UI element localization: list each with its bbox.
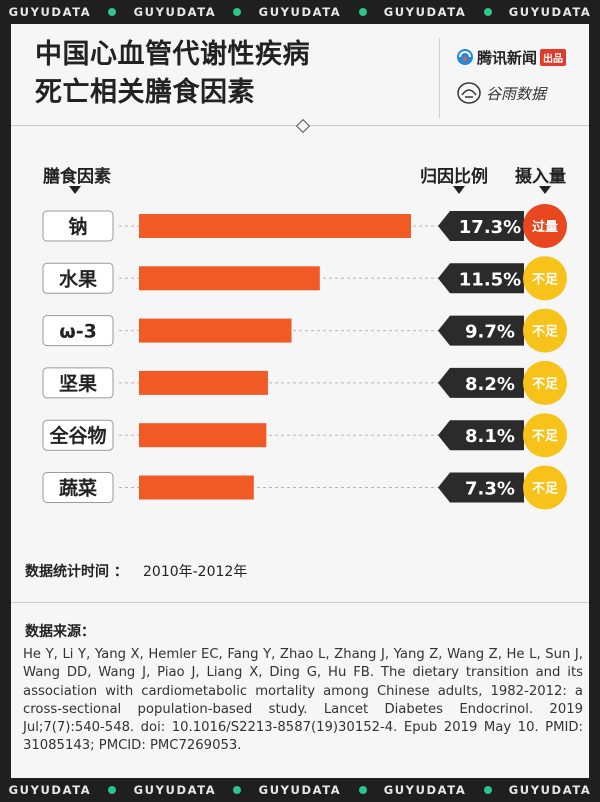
bottom-banner: GUYUDATA GUYUDATA GUYUDATA GUYUDATA GUYU… <box>0 778 600 802</box>
intake-label: 过量 <box>532 219 558 235</box>
intake-badge <box>523 204 567 248</box>
bar <box>139 266 320 291</box>
banner-dot <box>233 786 242 794</box>
category-label-box <box>42 210 114 242</box>
page-title: 中国心血管代谢性疾病 死亡相关膳食因素 <box>35 36 310 112</box>
value-pill <box>438 315 524 346</box>
top-banner: GUYUDATA GUYUDATA GUYUDATA GUYUDATA GUYU… <box>0 0 600 24</box>
factor-header-arrow-icon <box>69 186 81 194</box>
publisher-logos: 腾讯新闻 出品 谷雨数据 <box>439 38 579 118</box>
bar <box>139 214 411 238</box>
value-pill <box>438 367 524 398</box>
intake-badge <box>523 360 567 405</box>
factor-header: 膳食因素 <box>43 167 111 187</box>
category-label: 蔬菜 <box>59 477 97 500</box>
infographic-panel: 中国心血管代谢性疾病 死亡相关膳食因素 腾讯新闻 出品 谷雨数据 <box>11 24 589 778</box>
bar <box>139 423 267 448</box>
bar <box>139 318 292 343</box>
category-label-box <box>42 262 114 294</box>
intake-badge <box>523 465 567 510</box>
source-citation: He Y, Li Y, Yang X, Hemler EC, Fang Y, Z… <box>23 647 583 754</box>
ratio-header: 归因比例 <box>420 167 488 187</box>
banner-text: GUYUDATA <box>383 5 467 19</box>
value-label: 8.1% <box>465 426 515 447</box>
banner-text: GUYUDATA <box>383 783 467 797</box>
intake-header: 摄入量 <box>515 167 566 187</box>
tencent-badge: 出品 <box>540 48 567 66</box>
category-label: 坚果 <box>59 373 97 395</box>
banner-dot <box>483 786 492 794</box>
value-label: 11.5% <box>459 269 521 290</box>
value-pill <box>438 263 524 294</box>
value-label: 9.7% <box>465 322 515 343</box>
banner-text: GUYUDATA <box>258 783 342 797</box>
value-pill <box>438 211 524 241</box>
category-label-box <box>42 315 114 347</box>
banner-dot <box>358 8 367 16</box>
value-label: 7.3% <box>465 479 515 500</box>
banner-text: GUYUDATA <box>133 5 217 19</box>
banner-dot <box>108 786 117 794</box>
value-pill <box>438 472 524 503</box>
header: 中国心血管代谢性疾病 死亡相关膳食因素 腾讯新闻 出品 谷雨数据 <box>11 24 589 126</box>
stats-time-label: 数据统计时间 ： <box>25 564 128 580</box>
intake-label: 不足 <box>532 429 559 444</box>
tencent-news-logo: 腾讯新闻 出品 <box>456 42 579 72</box>
banner-text: GUYUDATA <box>508 5 592 19</box>
source-label: 数据来源： <box>25 624 95 640</box>
category-label-box <box>42 472 114 503</box>
category-label: 钠 <box>68 215 87 238</box>
banner-text: GUYUDATA <box>8 5 92 19</box>
intake-label: 不足 <box>532 377 559 392</box>
guyu-data-logo: 谷雨数据 <box>456 78 579 108</box>
value-label: 8.2% <box>465 374 515 395</box>
category-label-box <box>42 367 114 399</box>
banner-dot <box>108 8 117 16</box>
banner-text: GUYUDATA <box>8 783 92 797</box>
intake-header-arrow-icon <box>539 186 551 194</box>
category-label: ω-3 <box>59 321 97 343</box>
value-pill <box>438 420 524 451</box>
bar <box>139 475 254 500</box>
divider-line <box>11 602 589 603</box>
title-line-2: 死亡相关膳食因素 <box>35 77 255 108</box>
banner-text: GUYUDATA <box>508 783 592 797</box>
guyu-logo-icon <box>457 82 481 104</box>
intake-label: 不足 <box>532 272 559 287</box>
value-label: 17.3% <box>459 217 521 238</box>
intake-label: 不足 <box>532 325 559 340</box>
tencent-logo-icon <box>457 49 473 65</box>
banner-dot <box>358 786 367 794</box>
banner-dot <box>233 8 242 16</box>
category-label-box <box>42 419 114 451</box>
tencent-name: 腾讯新闻 <box>477 48 538 67</box>
ratio-header-arrow-icon <box>453 186 465 194</box>
banner-text: GUYUDATA <box>258 5 342 19</box>
category-label: 水果 <box>59 268 97 290</box>
banner-dot <box>483 8 492 16</box>
intake-badge <box>523 413 567 458</box>
bar <box>139 370 268 395</box>
stats-time-value: 2010年-2012年 <box>143 564 248 580</box>
intake-badge <box>523 256 567 301</box>
guyu-name: 谷雨数据 <box>486 84 547 103</box>
category-label: 全谷物 <box>48 424 106 447</box>
title-line-1: 中国心血管代谢性疾病 <box>35 39 310 70</box>
intake-badge <box>523 308 567 353</box>
banner-text: GUYUDATA <box>133 783 217 797</box>
intake-label: 不足 <box>532 482 559 497</box>
